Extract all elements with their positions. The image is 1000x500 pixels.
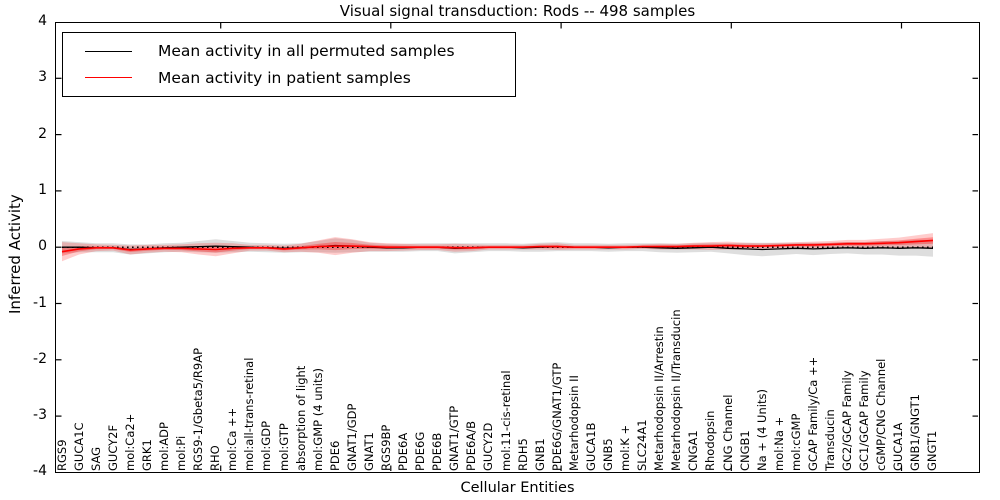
x-tick-label: GUCA1A (891, 422, 906, 471)
x-tick-label: GNGT1 (925, 430, 940, 471)
legend-entry-patient: Mean activity in patient samples (73, 69, 505, 87)
x-tick-label: CNGB1 (737, 430, 752, 471)
x-tick-label: SLC24A1 (635, 419, 650, 471)
y-tick-label: -1 (33, 294, 47, 311)
y-tick-label: -4 (33, 463, 47, 480)
x-tick-label: PDE6 (327, 440, 342, 471)
x-tick-label: GNAT1/GTP (447, 405, 462, 471)
x-tick-label: absorption of light (293, 365, 308, 471)
x-tick-label: GUCY2D (481, 422, 496, 471)
x-tick-label: mol:Ca ++ (225, 407, 240, 471)
x-tick-label: GUCY2F (105, 424, 120, 471)
x-tick-label: mol:GDP (259, 420, 274, 471)
x-tick-label: mol:K + (618, 424, 633, 471)
x-tick-label: RHO (208, 445, 223, 471)
chart-title: Visual signal transduction: Rods -- 498 … (339, 2, 696, 20)
x-tick-label: GNB1 (532, 438, 547, 471)
x-tick-label: mol:Na + (771, 416, 786, 471)
x-tick-label: PDE6A (396, 432, 411, 471)
x-tick-label: CNG Channel (720, 394, 735, 471)
x-tick-label: GNB1/GNGT1 (908, 394, 923, 471)
x-tick-label: Transducin (823, 409, 837, 471)
x-tick-label: cGMP/CNG Channel (874, 358, 889, 471)
y-tick-label: -2 (33, 350, 47, 367)
x-tick-label: SAG (88, 446, 103, 471)
x-tick-label: PDE6A/B (464, 420, 479, 471)
x-tick-label: RGS9 (54, 439, 69, 471)
x-axis-label: Cellular Entities (460, 480, 575, 496)
x-tick-label: GC2/GCAP Family (840, 370, 855, 471)
x-tick-label: Metarhodopsin II/Transducin (669, 309, 684, 471)
plot-area (55, 22, 980, 473)
legend-box: Mean activity in all permuted samples Me… (62, 32, 516, 97)
legend-label-patient: Mean activity in patient samples (158, 68, 411, 87)
x-tick-label: CNGA1 (686, 430, 701, 471)
x-tick-label: Metarhodopsin II/Arrestin (652, 326, 667, 471)
x-tick-label: GC1/GCAP Family (857, 370, 872, 471)
y-tick-label: 1 (38, 181, 47, 198)
x-tick-label: mol:GMP (4 units) (310, 368, 325, 471)
y-tick-label: 4 (38, 13, 47, 29)
y-tick-label: 3 (38, 69, 47, 86)
x-tick-label: mol:11-cis-retinal (498, 370, 513, 471)
x-tick-label: mol:Ca2+ (122, 413, 137, 471)
x-tick-label: GUCA1B (583, 422, 598, 471)
x-tick-label: mol:cGMP (788, 413, 803, 471)
x-tick-label: PDE6G (413, 431, 428, 471)
legend-line-black-icon (85, 50, 132, 52)
x-tick-label: RDH5 (515, 438, 530, 471)
x-tick-label: GUCA1C (71, 422, 86, 471)
x-tick-label: Na + (4 Units) (754, 389, 769, 471)
x-tick-label: Metarhodopsin II (566, 375, 581, 471)
legend-label-permuted: Mean activity in all permuted samples (158, 42, 455, 61)
x-tick-label: mol:ADP (156, 422, 171, 471)
legend-line-red-icon (85, 77, 132, 79)
x-tick-label: mol:Pi (174, 435, 189, 471)
x-tick-label: GNAT1 (361, 432, 376, 471)
x-tick-label: mol:all-trans-retinal (242, 357, 257, 471)
x-tick-label: RGS9BP (378, 424, 393, 471)
x-tick-label: GCAP Family/Ca ++ (805, 356, 820, 471)
plot-canvas (56, 23, 978, 471)
y-tick-label: -3 (33, 407, 47, 424)
x-tick-label: PDE6G/GNAT1/GTP (549, 362, 564, 471)
y-tick-label: 2 (38, 125, 47, 142)
legend-entry-permuted: Mean activity in all permuted samples (73, 42, 505, 60)
x-tick-label: GNAT1/GDP (344, 403, 359, 471)
x-tick-label: RGS9-1/Gbeta5/R9AP (191, 347, 206, 471)
x-tick-label: GRK1 (139, 439, 154, 471)
x-tick-label: mol:GTP (276, 423, 291, 471)
x-tick-label: GNB5 (600, 438, 615, 471)
x-tick-label: Rhodopsin (703, 410, 718, 471)
x-tick-label: PDE6B (430, 432, 445, 471)
y-tick-label: 0 (38, 238, 47, 255)
